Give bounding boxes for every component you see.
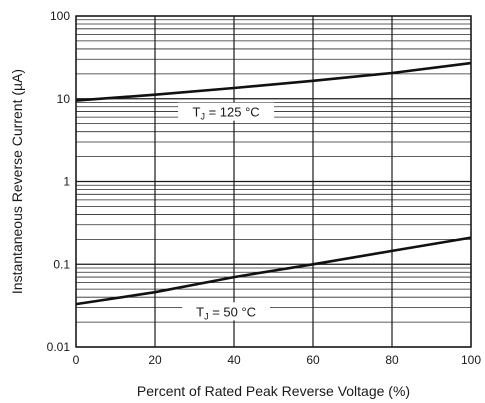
annotation-bg — [178, 102, 275, 121]
y-tick-label: 1 — [63, 175, 70, 189]
y-tick-label: 100 — [50, 9, 70, 23]
y-tick-label: 10 — [57, 92, 71, 106]
series-annotation: TJ = 50 °C — [196, 304, 256, 321]
x-tick-label: 0 — [73, 353, 80, 367]
x-tick-label: 20 — [148, 353, 162, 367]
plot-frame — [75, 15, 472, 348]
y-tick-label: 0.1 — [53, 257, 70, 271]
series-annotation: TJ = 125 °C — [193, 105, 260, 122]
annotation-bg — [182, 302, 271, 321]
x-axis-title: Percent of Rated Peak Reverse Voltage (%… — [137, 383, 410, 399]
series-line-1 — [75, 61, 472, 102]
x-tick-label: 100 — [461, 353, 481, 367]
y-tick-labels: 0.01 0.1 1 10 100 — [47, 9, 71, 354]
y-tick-label: 0.01 — [47, 340, 71, 354]
x-tick-labels: 0 20 40 60 80 100 — [73, 353, 482, 367]
series-lines — [75, 61, 472, 306]
x-tick-label: 80 — [385, 353, 399, 367]
x-tick-label: 40 — [227, 353, 241, 367]
series-annotations: TJ = 125 °C TJ = 50 °C — [178, 102, 275, 321]
y-axis-title: Instantaneous Reverse Current (µA) — [9, 69, 25, 294]
x-tick-label: 60 — [306, 353, 320, 367]
series-line-2 — [75, 236, 472, 306]
